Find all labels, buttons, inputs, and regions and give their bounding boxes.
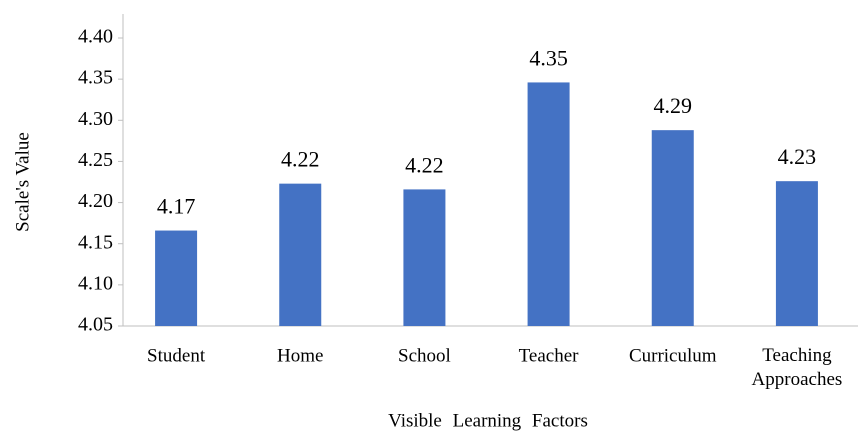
bar <box>527 82 570 326</box>
value-label: 4.22 <box>405 152 444 177</box>
x-axis-label: Visible Learning Factors <box>388 410 588 431</box>
x-tick-label: Home <box>277 345 323 366</box>
x-tick-label: Curriculum <box>629 345 717 366</box>
y-tick-label: 4.10 <box>78 272 113 294</box>
value-label: 4.22 <box>281 147 320 172</box>
value-label: 4.35 <box>529 45 568 70</box>
x-tick-label: Student <box>147 345 206 366</box>
y-tick-label: 4.35 <box>78 67 113 89</box>
y-axis-label: Scale's Value <box>12 132 33 232</box>
value-label: 4.29 <box>654 93 693 118</box>
y-tick-label: 4.40 <box>78 26 113 48</box>
x-tick-label: Teaching Approaches <box>752 345 843 390</box>
bar <box>651 130 694 326</box>
bar <box>775 181 818 326</box>
bar <box>403 189 446 326</box>
x-tick-label: Teacher <box>519 345 580 366</box>
x-tick-label-line: Teaching <box>762 345 832 366</box>
y-tick-label: 4.20 <box>78 190 113 212</box>
y-tick-label: 4.15 <box>78 231 113 253</box>
value-label: 4.23 <box>778 144 817 169</box>
x-tick-label: School <box>398 345 451 366</box>
value-label: 4.17 <box>157 194 196 219</box>
y-tick-label: 4.25 <box>78 149 113 171</box>
x-tick-label-line: Approaches <box>752 369 843 390</box>
y-tick-label: 4.30 <box>78 108 113 130</box>
bar <box>279 183 322 326</box>
y-tick-label: 4.05 <box>78 314 113 336</box>
bar <box>155 230 198 326</box>
